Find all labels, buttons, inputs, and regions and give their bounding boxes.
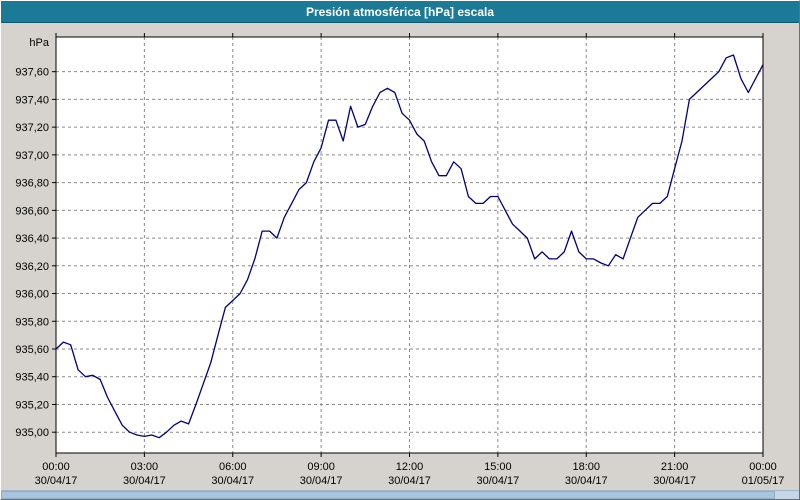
chart-title-bar: Presión atmosférica [hPa] escala xyxy=(1,1,799,23)
y-tick-label: 935,80 xyxy=(15,316,49,328)
horizontal-scrollbar-thumb[interactable] xyxy=(1,491,776,499)
x-tick-time-label: 21:00 xyxy=(661,461,689,473)
y-axis-unit-label: hPa xyxy=(29,37,49,49)
x-tick-date-label: 01/05/17 xyxy=(742,475,785,487)
y-tick-label: 937,40 xyxy=(15,94,49,106)
y-tick-label: 935,60 xyxy=(15,344,49,356)
pressure-line-chart: 935,00 935,20 935,40 935,60 935,80 936,00 936,… xyxy=(15,33,785,487)
pressure-series-line xyxy=(55,54,764,439)
y-tick-label: 937,60 xyxy=(15,67,49,79)
x-tick-time-label: 18:00 xyxy=(572,461,600,473)
x-tick-date-label: 30/04/17 xyxy=(476,475,519,487)
x-tick-date-label: 30/04/17 xyxy=(565,475,608,487)
y-tick-label: 936,60 xyxy=(15,205,49,217)
y-tick-label: 936,40 xyxy=(15,233,49,245)
y-tick-label: 937,00 xyxy=(15,150,49,162)
x-tick-date-label: 30/04/17 xyxy=(653,475,696,487)
x-tick-date-label: 30/04/17 xyxy=(123,475,166,487)
chart-title: Presión atmosférica [hPa] escala xyxy=(305,4,495,19)
x-tick-time-label: 03:00 xyxy=(131,461,159,473)
y-tick-label: 936,20 xyxy=(15,261,49,273)
x-tick-date-label: 30/04/17 xyxy=(388,475,431,487)
x-tick-time-label: 12:00 xyxy=(396,461,424,473)
y-tick-label: 935,40 xyxy=(15,372,49,384)
y-tick-label: 935,00 xyxy=(15,427,49,439)
x-tick-date-label: 30/04/17 xyxy=(35,475,78,487)
y-tick-label: 936,80 xyxy=(15,178,49,190)
x-tick-time-label: 00:00 xyxy=(42,461,70,473)
plot-border xyxy=(55,36,764,454)
y-tick-label: 935,20 xyxy=(15,399,49,411)
horizontal-scrollbar[interactable] xyxy=(1,490,799,499)
y-tick-label: 937,20 xyxy=(15,122,49,134)
chart-area: 935,00 935,20 935,40 935,60 935,80 936,00 936,… xyxy=(1,23,799,491)
plot-background xyxy=(56,37,763,453)
x-tick-date-label: 30/04/17 xyxy=(300,475,343,487)
x-tick-time-label: 00:00 xyxy=(749,461,777,473)
x-tick-time-label: 09:00 xyxy=(307,461,335,473)
x-tick-time-label: 06:00 xyxy=(219,461,247,473)
y-tick-label: 936,00 xyxy=(15,289,49,301)
x-tick-date-label: 30/04/17 xyxy=(211,475,254,487)
x-tick-time-label: 15:00 xyxy=(484,461,512,473)
